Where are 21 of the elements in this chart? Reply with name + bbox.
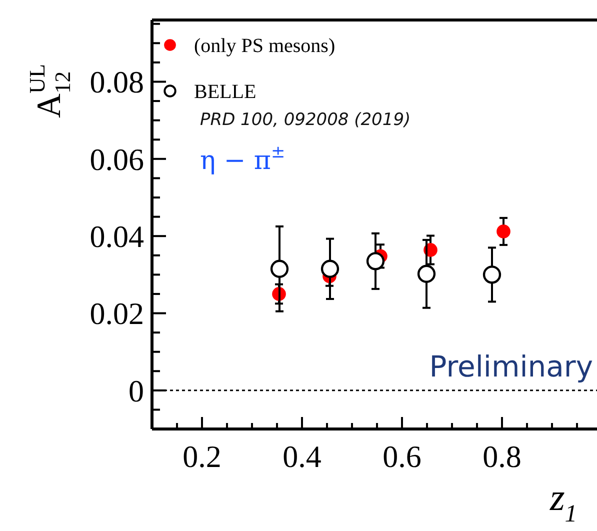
point bbox=[366, 252, 385, 270]
x-tick-label: 0.8 bbox=[482, 439, 522, 474]
x-tick-label: 0.6 bbox=[382, 439, 422, 474]
legend-label: BELLE bbox=[194, 81, 256, 103]
x-tick-label: 0.2 bbox=[182, 439, 222, 474]
point bbox=[320, 260, 340, 278]
y-tick-label: 0 bbox=[128, 373, 144, 408]
x-axis-title: z$_{1}$ bbox=[549, 477, 578, 528]
y-tick-label: 0.08 bbox=[90, 64, 144, 100]
y-tick-label: 0.02 bbox=[90, 296, 144, 332]
point bbox=[417, 264, 436, 283]
annotation: Preliminary bbox=[429, 349, 593, 384]
annotation: PRD 100, 092008 (2019) bbox=[200, 110, 411, 130]
point bbox=[496, 224, 510, 238]
point bbox=[270, 260, 289, 278]
y-tick-label: 0.04 bbox=[90, 218, 144, 254]
legend-label: (only PS mesons) bbox=[194, 35, 336, 57]
y-tick-label: 0.06 bbox=[90, 142, 144, 177]
annotation: η − π$^{±}$ bbox=[200, 141, 286, 176]
x-tick-label: 0.4 bbox=[282, 439, 322, 474]
point bbox=[482, 266, 502, 284]
